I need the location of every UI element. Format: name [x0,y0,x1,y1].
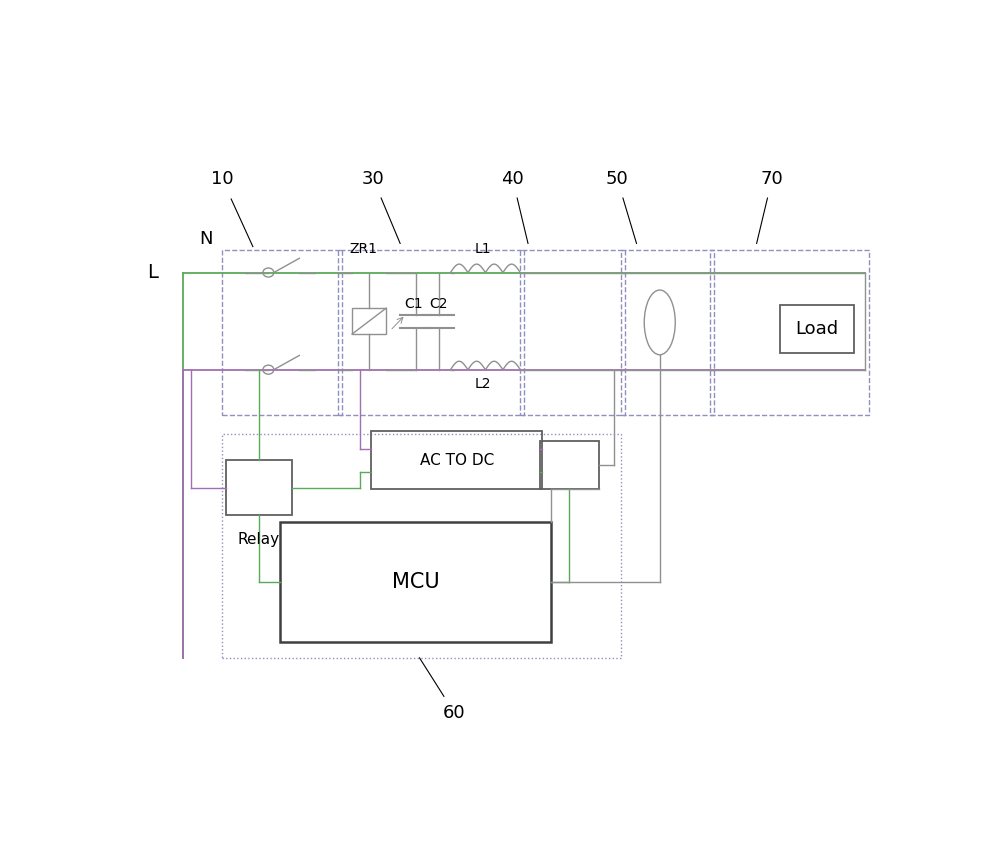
Bar [621,250,714,415]
Text: C2: C2 [430,297,448,311]
Text: 70: 70 [761,170,784,188]
Text: L2: L2 [475,377,491,391]
Text: 60: 60 [443,704,466,722]
Bar [710,250,869,415]
Text: L1: L1 [475,242,491,257]
Text: MCU: MCU [392,572,440,592]
Bar [226,460,292,516]
Text: Load: Load [795,320,838,338]
Text: 10: 10 [211,170,233,188]
Text: C1: C1 [404,297,423,311]
Bar [338,250,524,415]
Bar [780,305,854,353]
Text: L: L [147,263,158,282]
Bar [352,308,386,334]
Text: N: N [200,230,213,248]
Text: ZR1: ZR1 [350,242,378,257]
Text: 30: 30 [362,170,384,188]
Bar [371,431,542,489]
Bar [222,250,342,415]
Bar [222,435,621,658]
Text: AC TO DC: AC TO DC [420,452,494,468]
Text: Relay: Relay [238,532,280,547]
Bar [520,250,625,415]
Text: 40: 40 [501,170,524,188]
Bar [540,441,599,489]
Bar [280,521,551,642]
Text: 50: 50 [606,170,629,188]
